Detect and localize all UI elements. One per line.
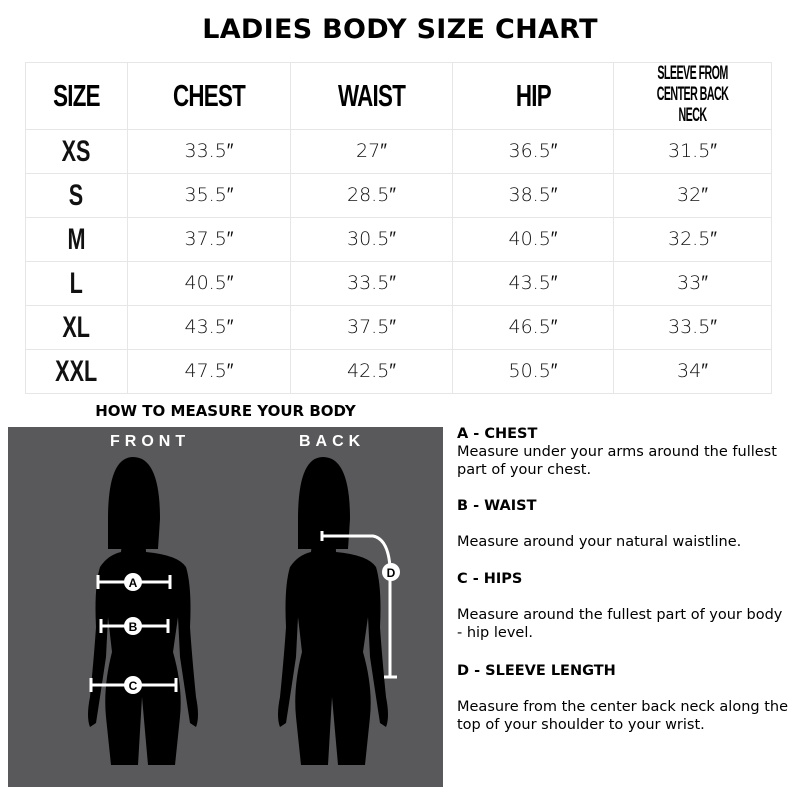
front-label: FRONT — [110, 433, 191, 450]
cell-waist: 37.5″ — [290, 305, 453, 350]
table-row: S 35.5″ 28.5″ 38.5″ 32″ — [25, 173, 772, 218]
cell-chest: 43.5″ — [127, 305, 291, 350]
cell-sleeve: 33.5″ — [613, 305, 772, 350]
marker-d: D — [382, 563, 400, 581]
cell-hip: 40.5″ — [452, 217, 614, 262]
cell-size: L — [25, 261, 128, 306]
marker-a: A — [124, 573, 142, 591]
instruction-sleeve: D - SLEEVE LENGTH Measure from the center… — [457, 663, 788, 733]
cell-size: XS — [25, 129, 128, 174]
back-label: BACK — [299, 433, 366, 450]
measure-lines — [89, 531, 397, 692]
cell-hip: 38.5″ — [452, 173, 614, 218]
svg-text:B: B — [129, 620, 138, 634]
svg-text:A: A — [129, 576, 138, 590]
cell-hip: 50.5″ — [452, 349, 614, 394]
sleeve-header-line1: SLEEVE FROM — [657, 63, 728, 84]
instruction-hips: C - HIPS Measure around the fullest part … — [457, 571, 783, 641]
header-hip: HIP — [452, 62, 614, 130]
cell-sleeve: 31.5″ — [613, 129, 772, 174]
cell-sleeve: 32.5″ — [613, 217, 772, 262]
header-waist: WAIST — [290, 62, 453, 130]
table-row: M 37.5″ 30.5″ 40.5″ 32.5″ — [25, 217, 772, 262]
cell-size: M — [25, 217, 128, 262]
front-silhouette — [88, 457, 198, 765]
measure-instructions: A - CHEST Measure under your arms around … — [457, 425, 792, 734]
body-silhouettes: A B C D — [88, 457, 400, 765]
table-row: XS 33.5″ 27″ 36.5″ 31.5″ — [25, 129, 772, 174]
cell-chest: 37.5″ — [127, 217, 291, 262]
marker-c: C — [124, 676, 142, 694]
header-sleeve: SLEEVE FROM CENTER BACK NECK — [613, 62, 772, 130]
page-title: LADIES BODY SIZE CHART — [202, 14, 598, 45]
cell-chest: 35.5″ — [127, 173, 291, 218]
cell-waist: 33.5″ — [290, 261, 453, 306]
measure-diagram-panel: FRONT BACK A B C D — [8, 427, 443, 787]
header-size: SIZE — [25, 62, 128, 130]
cell-sleeve: 32″ — [613, 173, 772, 218]
cell-hip: 46.5″ — [452, 305, 614, 350]
cell-waist: 27″ — [290, 129, 453, 174]
how-to-measure-title: HOW TO MEASURE YOUR BODY — [95, 402, 356, 420]
cell-sleeve: 33″ — [613, 261, 772, 306]
sleeve-header-line2: CENTER BACK NECK — [656, 84, 729, 126]
table-row: XXL 47.5″ 42.5″ 50.5″ 34″ — [25, 349, 772, 394]
cell-sleeve: 34″ — [613, 349, 772, 394]
cell-chest: 33.5″ — [127, 129, 291, 174]
header-chest: CHEST — [127, 62, 291, 130]
instruction-waist: B - WAIST Measure around your natural wai… — [457, 498, 742, 550]
svg-text:C: C — [129, 679, 138, 693]
table-row: L 40.5″ 33.5″ 43.5″ 33″ — [25, 261, 772, 306]
svg-text:D: D — [387, 566, 396, 580]
back-silhouette — [278, 457, 388, 765]
cell-chest: 47.5″ — [127, 349, 291, 394]
cell-waist: 28.5″ — [290, 173, 453, 218]
cell-size: S — [25, 173, 128, 218]
cell-size: XL — [25, 305, 128, 350]
table-row: XL 43.5″ 37.5″ 46.5″ 33.5″ — [25, 305, 772, 350]
cell-hip: 43.5″ — [452, 261, 614, 306]
cell-chest: 40.5″ — [127, 261, 291, 306]
cell-waist: 30.5″ — [290, 217, 453, 262]
marker-b: B — [124, 617, 142, 635]
cell-size: XXL — [25, 349, 128, 394]
cell-hip: 36.5″ — [452, 129, 614, 174]
size-chart-table: SIZE CHEST WAIST HIP SLEEVE FROM CENTER B… — [25, 62, 772, 394]
cell-waist: 42.5″ — [290, 349, 453, 394]
instruction-chest: A - CHEST Measure under your arms around … — [457, 426, 777, 478]
table-header-row: SIZE CHEST WAIST HIP SLEEVE FROM CENTER B… — [25, 62, 772, 130]
